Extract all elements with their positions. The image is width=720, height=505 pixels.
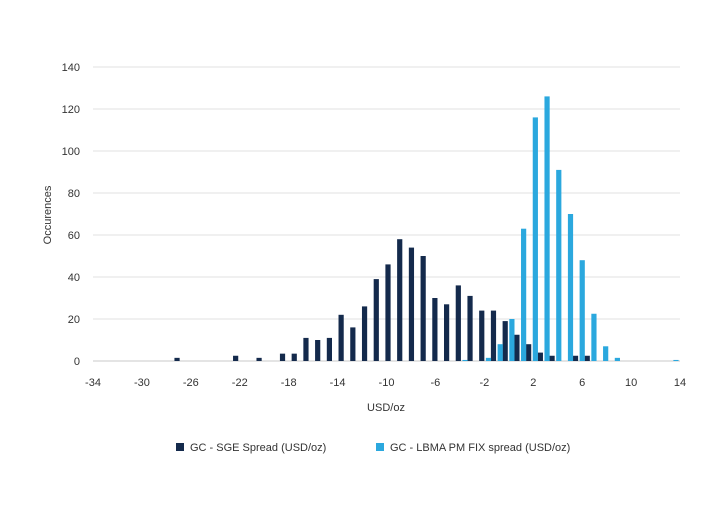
- bar-sge--11: [373, 279, 379, 361]
- bar-sge--16: [315, 340, 321, 361]
- legend-label-sge: GC - SGE Spread (USD/oz): [190, 442, 326, 454]
- bar-lbma-9: [614, 357, 620, 361]
- bar-lbma-8: [603, 346, 609, 361]
- x-axis-ticks: -34 -30 -26 -22 -18 -14 -10 -6 -2 2 6 10 14: [85, 377, 686, 389]
- x-tick-label: -6: [431, 377, 441, 389]
- y-tick-label: 60: [68, 230, 80, 242]
- y-tick-label: 120: [62, 104, 80, 116]
- bar-lbma-4: [556, 169, 562, 361]
- bar-sge--3: [467, 295, 473, 361]
- bar-lbma--1: [497, 344, 503, 361]
- y-tick-label: 100: [62, 146, 80, 158]
- x-tick-label: 10: [625, 377, 637, 389]
- bar-sge-7: [584, 355, 590, 361]
- bars: [174, 96, 679, 362]
- x-tick-label: -22: [232, 377, 248, 389]
- bar-sge--7: [420, 256, 426, 361]
- bar-lbma-1: [521, 228, 527, 361]
- bar-lbma--4: [462, 359, 468, 361]
- bar-sge--15: [326, 337, 332, 361]
- y-axis-title: Occurences: [42, 185, 54, 244]
- x-tick-label: -18: [281, 377, 297, 389]
- x-tick-label: 2: [530, 377, 536, 389]
- y-tick-label: 40: [68, 272, 80, 284]
- y-tick-label: 20: [68, 314, 80, 326]
- bar-sge-1: [514, 334, 520, 361]
- bar-sge-0: [502, 321, 508, 361]
- x-tick-label: -34: [85, 377, 101, 389]
- bar-sge-6: [572, 355, 579, 361]
- y-axis-ticks: 0 20 40 60 80 100 120 140: [62, 62, 80, 368]
- bar-sge--19: [279, 353, 286, 361]
- x-tick-label: -14: [330, 377, 346, 389]
- bar-lbma-14: [673, 359, 679, 361]
- bar-sge--9: [397, 239, 403, 361]
- x-tick-label: -10: [379, 377, 395, 389]
- x-tick-label: -30: [134, 377, 150, 389]
- bar-sge--21: [256, 357, 262, 361]
- bar-sge-2: [526, 344, 532, 361]
- bar-sge--17: [303, 337, 309, 361]
- y-tick-label: 140: [62, 62, 80, 74]
- bar-sge--6: [432, 298, 438, 361]
- bar-lbma-5: [567, 214, 574, 361]
- y-tick-label: 0: [74, 356, 80, 368]
- bar-sge--12: [361, 306, 368, 361]
- bar-sge--1: [490, 310, 497, 361]
- bar-sge--18: [291, 353, 297, 361]
- x-axis-title: USD/oz: [367, 402, 405, 414]
- bar-sge--14: [338, 314, 344, 361]
- bar-sge--13: [350, 327, 356, 361]
- legend-label-lbma: GC - LBMA PM FIX spread (USD/oz): [390, 442, 570, 454]
- bar-sge--28: [174, 357, 180, 361]
- x-tick-label: 6: [579, 377, 585, 389]
- bar-lbma--2: [485, 357, 492, 361]
- y-tick-label: 80: [68, 188, 80, 200]
- legend-swatch-sge: [176, 443, 184, 451]
- bar-sge--23: [233, 355, 239, 361]
- bar-sge--4: [455, 285, 461, 361]
- bar-sge--2: [479, 310, 485, 361]
- legend: GC - SGE Spread (USD/oz) GC - LBMA PM FI…: [176, 442, 570, 454]
- x-tick-label: -2: [479, 377, 489, 389]
- bar-lbma-2: [532, 117, 538, 362]
- bar-sge--8: [408, 247, 415, 361]
- bar-sge--5: [444, 304, 450, 361]
- x-tick-label: 14: [674, 377, 686, 389]
- bar-lbma-7: [591, 313, 597, 361]
- legend-swatch-lbma: [376, 443, 384, 451]
- x-tick-label: -26: [183, 377, 199, 389]
- bar-lbma-6: [579, 260, 585, 361]
- bar-lbma-0: [509, 319, 515, 361]
- bar-lbma-3: [544, 96, 550, 362]
- bar-sge-4: [549, 355, 555, 361]
- bar-sge--10: [385, 264, 391, 361]
- bar-sge-3: [537, 352, 543, 361]
